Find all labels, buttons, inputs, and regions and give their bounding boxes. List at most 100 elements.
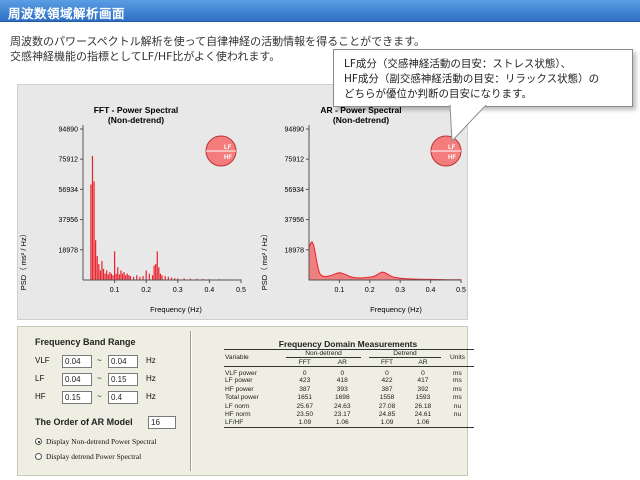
table-row: Total power 1651 1698 1558 1593 ms: [224, 394, 474, 402]
row-name: LF/HF: [225, 419, 244, 427]
cell: 1593: [415, 394, 431, 402]
fft-y-tick-label: 37956: [59, 217, 79, 224]
hf-unit: Hz: [146, 392, 156, 401]
cell: 1558: [379, 394, 395, 402]
radio-detrend[interactable]: [35, 453, 42, 460]
ar-x-tick-label: 0.5: [456, 287, 466, 294]
cell: 423: [299, 377, 311, 385]
cell: ms: [453, 377, 462, 385]
radio-non-detrend-label[interactable]: Display Non-detrend Power Spectral: [46, 437, 157, 446]
cell: 0: [385, 369, 389, 377]
ar-x-tick-label: 0.3: [395, 287, 405, 294]
fft-title-line-1: FFT - Power Spectral: [94, 105, 179, 115]
cell: 1.09: [380, 419, 394, 427]
table-row: LF power 423 418 422 417 ms: [224, 377, 474, 385]
cell: 0: [340, 369, 345, 377]
table-row: VLF power 0 0 0 0 ms: [224, 366, 474, 377]
fft-y-axis-label: PSD（ ms² / Hz）: [19, 230, 28, 290]
intro-line-1: 周波数のパワースペクトル解析を使って自律神経の活動情報を得ることができます。: [10, 35, 426, 48]
vlf-from-input[interactable]: 0.04: [62, 355, 92, 368]
table-subheader-row: FFT AR FFT AR: [224, 358, 474, 367]
page-title: 周波数領域解析画面: [8, 6, 126, 21]
ar-x-tick-label: 0.1: [335, 287, 345, 294]
fft-y-tick-label: 18978: [59, 247, 79, 254]
ar-ratio-hf-label: HF: [448, 155, 456, 161]
ar-y-axis-label: PSD（ ms² / Hz）: [260, 230, 269, 290]
fft-x-tick-label: 0.1: [110, 287, 120, 294]
fft-title-line-2: (Non-detrend): [108, 115, 164, 125]
cell: 26.18: [414, 402, 432, 410]
vlf-unit: Hz: [146, 356, 156, 365]
cell: 1651: [297, 394, 313, 402]
ar-y-tick-label: 56934: [285, 187, 305, 194]
cell: 0: [421, 369, 425, 377]
spectrum-charts: FFT - Power Spectral (Non-detrend) PSD（ …: [19, 105, 466, 314]
settings-panel: Frequency Band Range VLF 0.04 ~ 0.04 Hz …: [17, 326, 474, 476]
band-range-title: Frequency Band Range: [35, 337, 136, 347]
radio-non-detrend[interactable]: [35, 438, 42, 445]
radio-detrend-label[interactable]: Display detrend Power Spectral: [46, 452, 142, 461]
sub-nd-fft: FFT: [298, 358, 311, 366]
ar-y-tick-label: 94890: [285, 127, 305, 134]
ar-title-line-2: (Non-detrend): [333, 115, 389, 125]
lf-from-input[interactable]: 0.04: [62, 373, 92, 386]
callout-line-1: LF成分（交感神経活動の目安：ストレス状態）、: [344, 58, 572, 70]
fft-x-tick-label: 0.5: [236, 287, 246, 294]
cell: ms: [453, 369, 462, 377]
lf-to-input[interactable]: 0.15: [108, 373, 138, 386]
band-label-vlf: VLF: [35, 356, 50, 365]
callout-pointer: [449, 105, 487, 143]
col-detrend: Detrend: [369, 349, 441, 359]
row-name: LF power: [225, 377, 253, 385]
page-title-bar: 周波数領域解析画面: [0, 0, 640, 22]
cell: 1.06: [335, 419, 349, 427]
row-name: HF power: [225, 385, 254, 393]
panel-divider: [190, 331, 192, 471]
fft-x-tick-label: 0.4: [205, 287, 215, 294]
cell: 1.09: [298, 419, 312, 427]
table-header-row: Variable Non-detrend Detrend Units: [224, 349, 474, 367]
vlf-to-input[interactable]: 0.04: [108, 355, 138, 368]
cell: 23.50: [296, 411, 314, 419]
col-units: Units: [440, 349, 474, 367]
hf-from-input[interactable]: 0.15: [62, 391, 92, 404]
fft-spectrum: [90, 155, 242, 280]
fft-ratio-lf-label: LF: [224, 145, 232, 151]
fft-x-tick-label: 0.3: [173, 287, 183, 294]
ar-spectrum-area: [308, 240, 462, 281]
ar-order-input[interactable]: 16: [148, 416, 176, 429]
table-row: HF power 387 393 387 392 ms: [224, 385, 474, 393]
cell: 1.06: [416, 419, 430, 427]
callout-line-2: HF成分（副交感神経活動の目安：リラックス状態）の: [344, 73, 600, 85]
band-label-lf: LF: [35, 374, 45, 383]
band-label-hf: HF: [35, 392, 46, 401]
table-row: HF norm 23.50 23.17 24.85 24.61 nu: [224, 410, 474, 418]
row-name: VLF power: [225, 369, 257, 377]
ar-y-tick-label: 37956: [285, 217, 305, 224]
col-non-detrend: Non-detrend: [286, 349, 362, 359]
lf-tilde: ~: [97, 374, 102, 383]
cell: 23.17: [334, 411, 351, 419]
fft-lf-hf-ratio-indicator: LF HF: [205, 135, 237, 167]
cell: nu: [453, 402, 462, 410]
cell: 24.61: [414, 411, 432, 419]
ar-title-line-1: AR - Power Spectral: [320, 105, 401, 115]
cell: 27.08: [378, 402, 396, 410]
cell: ms: [453, 394, 462, 402]
hf-tilde: ~: [97, 392, 102, 401]
cell: 392: [417, 385, 429, 393]
measurements-title: Frequency Domain Measurements: [278, 339, 418, 349]
fft-x-axis-label: Frequency (Hz): [150, 305, 202, 314]
ar-order-label: The Order of AR Model: [35, 417, 133, 427]
hf-to-input[interactable]: 0.4: [108, 391, 138, 404]
cell: [441, 419, 474, 427]
sub-d-ar: AR: [418, 358, 428, 366]
callout-line-3: どちらが優位か判断の目安になります。: [344, 88, 532, 100]
ar-lf-hf-ratio-indicator: LF HF: [430, 135, 462, 167]
ar-x-tick-label: 0.4: [426, 287, 436, 294]
row-name: LF norm: [225, 402, 250, 410]
cell: 24.63: [334, 402, 351, 410]
cell: 387: [381, 385, 393, 393]
fft-y-tick-label: 75912: [59, 157, 79, 164]
ar-ratio-lf-label: LF: [448, 145, 456, 151]
